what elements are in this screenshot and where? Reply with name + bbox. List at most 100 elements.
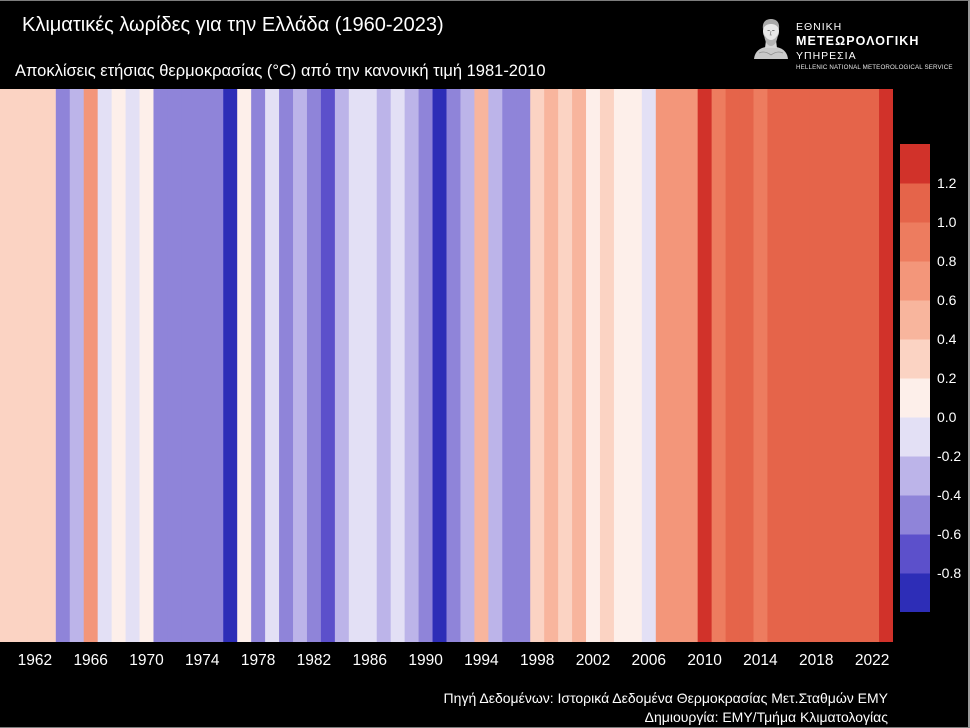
x-tick-label-1962: 1962 <box>17 652 53 669</box>
stripe-1992 <box>446 89 462 642</box>
x-tick-label-1970: 1970 <box>129 652 164 669</box>
stripe-2022 <box>865 89 880 642</box>
stripe-2004 <box>613 89 629 642</box>
colorbar-tick-label: -0.6 <box>937 526 962 542</box>
stripe-1982 <box>306 89 322 642</box>
stripe-1987 <box>376 89 392 642</box>
stripe-1964 <box>55 89 71 642</box>
stripe-2010 <box>697 89 713 642</box>
colorbar-band-7 <box>900 300 930 340</box>
colorbar-tick-label: -0.8 <box>937 565 962 581</box>
colorbar-tick-label: 0.4 <box>937 331 957 347</box>
stripe-2015 <box>767 89 782 642</box>
colorbar-tick-label: 0.2 <box>937 370 957 386</box>
stripe-1980 <box>279 89 294 642</box>
stripe-2011 <box>711 89 727 642</box>
stripe-2006 <box>641 89 657 642</box>
stripe-2014 <box>753 89 769 642</box>
stripe-1997 <box>516 89 531 642</box>
logo-line-1: ΕΘΝΙΚΗ <box>796 21 843 33</box>
stripe-2012 <box>725 89 741 642</box>
colorbar-tick-label: 0.8 <box>937 253 957 269</box>
x-tick-label-2018: 2018 <box>799 652 834 669</box>
stripe-1961 <box>13 89 29 642</box>
stripe-1979 <box>265 89 280 642</box>
stripe-1970 <box>139 89 155 642</box>
stripe-1962 <box>27 89 43 642</box>
colorbar-band-5 <box>900 378 930 418</box>
stripe-1983 <box>320 89 336 642</box>
colorbar <box>900 144 930 612</box>
logo-line-3: ΥΠΗΡΕΣΙΑ <box>796 50 857 62</box>
stripe-1969 <box>125 89 141 642</box>
chart-subtitle: Αποκλίσεις ετήσιας θερμοκρασίας (°C) από… <box>15 62 546 80</box>
colorbar-band-4 <box>900 417 930 457</box>
colorbar-band-6 <box>900 339 930 379</box>
colorbar-tick-label: 0.0 <box>937 409 957 425</box>
stripe-1995 <box>488 89 503 642</box>
stripe-1981 <box>293 89 308 642</box>
colorbar-tick-label: -0.4 <box>937 487 962 503</box>
x-tick-label-1966: 1966 <box>73 652 108 669</box>
x-tick-label-2002: 2002 <box>575 652 611 669</box>
x-tick-label-2010: 2010 <box>687 652 722 669</box>
stripe-2018 <box>809 89 824 642</box>
stripe-1985 <box>348 89 364 642</box>
stripe-1966 <box>83 89 99 642</box>
stripe-1975 <box>209 89 224 642</box>
stripe-1960 <box>0 89 15 642</box>
colorbar-band-1 <box>900 534 930 574</box>
colorbar-band-2 <box>900 495 930 535</box>
stripe-1976 <box>223 89 238 642</box>
bust-icon <box>754 19 788 59</box>
x-tick-label-1974: 1974 <box>185 652 220 669</box>
stripe-1973 <box>181 89 196 642</box>
logo-line-2: ΜΕΤΕΩΡΟΛΟΓΙΚΗ <box>796 34 920 48</box>
stripe-1991 <box>432 89 448 642</box>
stripe-1971 <box>153 89 169 642</box>
stripe-1994 <box>474 89 489 642</box>
stripe-1996 <box>502 89 517 642</box>
stripe-1989 <box>404 89 420 642</box>
x-tick-label-2006: 2006 <box>631 652 667 669</box>
x-tick-label-1978: 1978 <box>240 652 276 669</box>
stripe-2007 <box>655 89 671 642</box>
stripe-2003 <box>599 89 615 642</box>
stripe-2023 <box>879 89 893 642</box>
colorbar-band-3 <box>900 456 930 496</box>
colorbar-band-10 <box>900 183 930 223</box>
colorbar-band-11 <box>900 144 930 184</box>
stripe-1965 <box>69 89 85 642</box>
x-tick-label-1994: 1994 <box>464 652 499 669</box>
stripe-2019 <box>823 89 838 642</box>
stripe-1984 <box>334 89 350 642</box>
stripe-2008 <box>669 89 685 642</box>
stripe-1967 <box>97 89 113 642</box>
stripe-2009 <box>683 89 699 642</box>
stripe-2020 <box>837 89 852 642</box>
stripe-2013 <box>739 89 755 642</box>
data-source-note: Πηγή Δεδομένων: Ιστορικά Δεδομένα Θερμοκ… <box>443 690 888 706</box>
chart-title: Κλιματικές λωρίδες για την Ελλάδα (1960-… <box>22 14 444 36</box>
x-axis-tick-labels: 1962 1966 1970 1974 1978 1982 1986 1990 1994 1998… <box>0 651 900 673</box>
stripe-1998 <box>530 89 545 642</box>
stripe-1990 <box>418 89 434 642</box>
credit-note: Δημιουργία: ΕΜΥ/Τμήμα Κλιματολογίας <box>644 709 888 725</box>
x-tick-label-1986: 1986 <box>352 652 388 669</box>
stripe-1963 <box>41 89 57 642</box>
stripe-1988 <box>390 89 406 642</box>
stripe-2016 <box>781 89 796 642</box>
colorbar-tick-label: 1.2 <box>937 175 957 191</box>
x-tick-label-2014: 2014 <box>743 652 778 669</box>
colorbar-band-8 <box>900 261 930 301</box>
hnms-logo: ΕΘΝΙΚΗ ΜΕΤΕΩΡΟΛΟΓΙΚΗ ΥΠΗΡΕΣΙΑ HELLENIC N… <box>751 15 963 77</box>
stripe-2001 <box>572 89 587 642</box>
colorbar-band-0 <box>900 573 930 612</box>
stripe-1999 <box>544 89 559 642</box>
colorbar-tick-label: 0.6 <box>937 292 957 308</box>
stripe-1986 <box>362 89 378 642</box>
colorbar-tick-label: -0.2 <box>937 448 962 464</box>
stripe-1977 <box>237 89 252 642</box>
footer: Πηγή Δεδομένων: Ιστορικά Δεδομένα Θερμοκ… <box>444 689 888 727</box>
